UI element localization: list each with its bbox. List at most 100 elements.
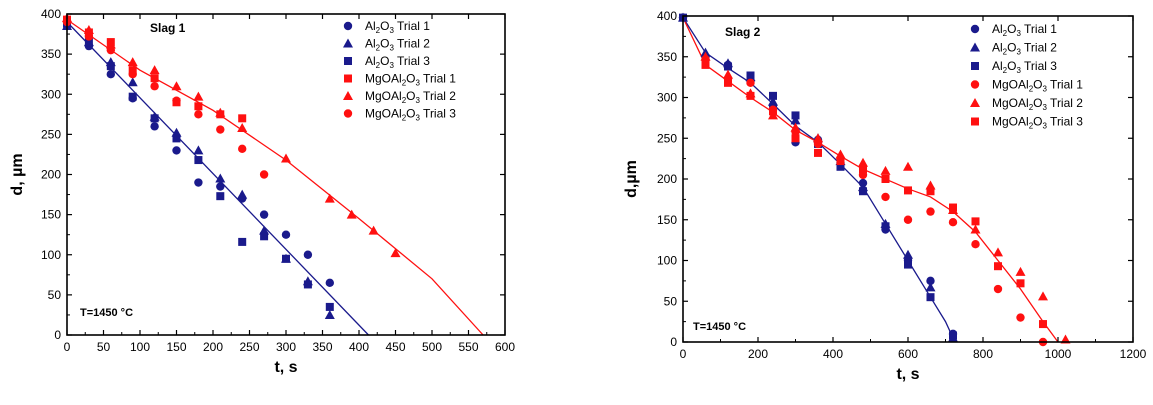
chart-2-legend-text-part: 3 <box>1042 85 1047 94</box>
chart-2-x-tick-label: 0 <box>680 347 687 361</box>
chart-2-series-6-point <box>949 203 957 212</box>
chart-1-series-3-point <box>150 114 159 123</box>
chart-1-series-5-point <box>171 81 182 91</box>
chart-1-series-4-point <box>150 74 159 83</box>
chart-1-legend-label-2: Al2O3 Trial 2 <box>365 37 430 53</box>
chart-2-legend-text-part: 3 <box>1042 103 1047 112</box>
chart-2-legend-text-part: Trial 3 <box>1047 115 1083 129</box>
chart-2-legend-text-part: Trial 2 <box>1021 41 1057 55</box>
chart-1-x-tick-label: 50 <box>97 340 111 354</box>
chart-2-series-6-point <box>926 187 935 196</box>
chart-1-series-2-point <box>193 145 204 155</box>
chart-1-legend-text-part: Trial 3 <box>420 107 456 121</box>
chart-1-series-1-point <box>325 278 334 288</box>
chart-1-x-tick-label: 150 <box>166 340 186 354</box>
chart-2-annotation: T=1450 °C <box>693 321 746 333</box>
chart-1-series-1-point <box>106 69 116 79</box>
chart-2-legend-text-part: O <box>1007 41 1016 55</box>
chart-1-series-3-point <box>282 254 290 263</box>
chart-2-y-tick-label: 350 <box>657 50 677 64</box>
chart-1: 0 50 100 150 200 250 300 350 400 450 500 550 600 0 50 1… <box>9 7 515 376</box>
chart-2-y-tick-label: 250 <box>657 131 677 145</box>
chart-2-legend-label-2: Al2O3 Trial 2 <box>992 41 1057 57</box>
chart-1-legend-text-part: O <box>406 72 415 86</box>
chart-1-series-1-point <box>303 250 313 259</box>
chart-1-legend-text-part: 3 <box>415 114 420 123</box>
chart-2-series-5-point <box>1015 266 1026 276</box>
chart-1-legend-marker-3 <box>344 57 352 65</box>
chart-1-series-3-point <box>172 134 181 143</box>
chart-2-legend-entry-1: Al2O3 Trial 1 <box>970 22 1057 38</box>
chart-1-series-1-point <box>216 182 225 191</box>
chart-2-series-4-point <box>993 284 1003 294</box>
chart-1-legend-entry-6: MgOAl2O3 Trial 3 <box>343 107 456 123</box>
chart-2-legend-text-part: MgOAl <box>992 115 1029 129</box>
chart-2-y-tick-label: 200 <box>657 172 677 186</box>
chart-2-series-3-point <box>791 111 800 120</box>
chart-1-x-tick-label: 350 <box>312 340 332 354</box>
chart-2-x-tick-label: 1000 <box>1045 347 1072 361</box>
chart-1-x-tick-label: 550 <box>458 340 478 354</box>
chart-1-legend-text-part: Al <box>365 19 376 33</box>
chart-1-legend-label-1: Al2O3 Trial 1 <box>365 19 430 35</box>
chart-2-x-tick-label: 400 <box>823 347 843 361</box>
chart-2-legend-text-part: Trial 2 <box>1047 96 1083 110</box>
chart-1-legend-text-part: 2 <box>402 96 407 105</box>
chart-1-series-2-point <box>215 173 226 183</box>
chart-1-legend-text-part: O <box>380 37 389 51</box>
chart-1-legend-marker-4 <box>344 74 352 83</box>
chart-1-series-5-point <box>281 153 291 163</box>
chart-1-series-6-point <box>194 110 203 119</box>
chart-2-legend-text-part: MgOAl <box>992 96 1029 110</box>
chart-2-series-4-point <box>881 192 890 202</box>
chart-2-series-6-point <box>1039 320 1047 329</box>
chart-2-series-5-point <box>723 69 733 79</box>
chart-2-x-tick-label: 1200 <box>1120 347 1147 361</box>
chart-1-series-1-point <box>281 230 291 239</box>
chart-1-y-tick-label: 350 <box>41 47 61 61</box>
chart-1-series-1-point <box>194 178 203 187</box>
chart-2-legend-text-part: Trial 1 <box>1021 22 1057 36</box>
chart-2-legend-label-5: MgOAl2O3 Trial 2 <box>992 96 1083 112</box>
chart-1-x-tick-label: 100 <box>130 340 150 354</box>
chart-2-legend-marker-1 <box>970 24 980 34</box>
chart-2-legend-text-part: 2 <box>1003 48 1008 57</box>
chart-2-legend-text-part: O <box>1033 96 1042 110</box>
chart-2-legend-entry-3: Al2O3 Trial 3 <box>971 59 1057 75</box>
chart-1-legend-text-part: O <box>380 19 389 33</box>
chart-1-y-tick-label: 50 <box>48 288 62 302</box>
chart-1-series-5-point <box>105 39 116 49</box>
chart-1-legend-entry-4: MgOAl2O3 Trial 1 <box>344 72 456 88</box>
chart-2-series-2-point <box>903 249 913 259</box>
chart-1-legend-text-part: 3 <box>389 44 394 53</box>
chart-2-legend-label-1: Al2O3 Trial 1 <box>992 22 1057 38</box>
chart-1-series-6-point <box>238 144 247 154</box>
chart-1-series-5-point <box>390 248 401 258</box>
chart-2-legend-text-part: Al <box>992 41 1003 55</box>
chart-1-series-6-point <box>150 82 159 91</box>
chart-2-series-2-point <box>790 115 801 125</box>
chart-2-legend-text-part: O <box>1033 78 1042 92</box>
chart-1-legend-text-part: Trial 2 <box>394 37 430 51</box>
chart-1-legend-text-part: 3 <box>415 79 420 88</box>
chart-1-legend-text-part: O <box>380 54 389 68</box>
chart-1-series-1-point <box>150 122 159 131</box>
chart-2-legend-text-part: Al <box>992 59 1003 73</box>
chart-1-y-axis-label: d, µm <box>9 153 26 195</box>
chart-1-series-5-point <box>149 65 160 75</box>
chart-2-series-3-point <box>724 62 732 71</box>
chart-2-legend-marker-2 <box>970 42 980 52</box>
chart-1-legend-label-3: Al2O3 Trial 3 <box>365 54 430 70</box>
chart-1-legend-text-part: Trial 3 <box>394 54 430 68</box>
chart-1-legend-text-part: 3 <box>415 96 420 105</box>
chart-2-x-tick-label: 800 <box>973 347 993 361</box>
chart-1-legend-marker-5 <box>343 91 353 100</box>
chart-1-series-2-point <box>237 189 248 199</box>
chart-2-y-tick-label: 150 <box>657 213 677 227</box>
chart-2-legend-text-part: 3 <box>1016 29 1021 38</box>
chart-1-legend-marker-2 <box>343 38 353 48</box>
chart-1-series-1-point <box>172 146 181 155</box>
chart-1-legend-text-part: 3 <box>389 26 394 35</box>
chart-1-y-tick-label: 300 <box>41 87 61 101</box>
